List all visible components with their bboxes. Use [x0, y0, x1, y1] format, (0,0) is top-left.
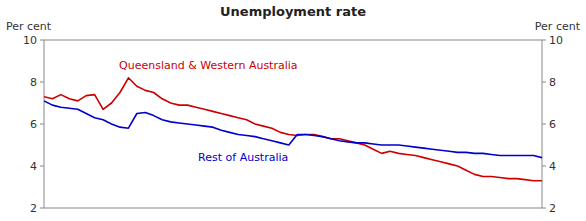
y2-tick [542, 166, 546, 167]
y2-tick [542, 82, 546, 83]
y-tick-label: 8 [30, 76, 37, 89]
y2-tick-label: 10 [549, 34, 563, 47]
plot-frame [44, 40, 542, 208]
title: Unemployment rate [220, 4, 366, 19]
series-line [44, 101, 542, 158]
series-line [44, 78, 542, 181]
y-tick [40, 208, 44, 209]
y-tick-label: 6 [30, 118, 37, 131]
y2-tick-label: 4 [549, 160, 556, 173]
y-tick-label: 2 [30, 202, 37, 215]
y-axis-label: Per cent [6, 20, 52, 33]
y-tick [40, 124, 44, 125]
y2-tick [542, 208, 546, 209]
y-tick [40, 166, 44, 167]
y-tick-label: 4 [30, 160, 37, 173]
y2-axis-label: Per cent [535, 20, 581, 33]
y-tick-label: 10 [23, 34, 37, 47]
chart: Unemployment rate Per cent Per cent 2 4 6 8 10 2… [0, 0, 586, 221]
plot-area [44, 78, 542, 181]
y2-tick-label: 2 [549, 202, 556, 215]
series-label: Queensland & Western Australia [119, 59, 297, 72]
y-tick [40, 82, 44, 83]
series-label: Rest of Australia [198, 151, 288, 164]
y2-tick-label: 6 [549, 118, 556, 131]
y-tick [40, 40, 44, 41]
y2-tick [542, 124, 546, 125]
y2-tick-label: 8 [549, 76, 556, 89]
y2-tick [542, 40, 546, 41]
